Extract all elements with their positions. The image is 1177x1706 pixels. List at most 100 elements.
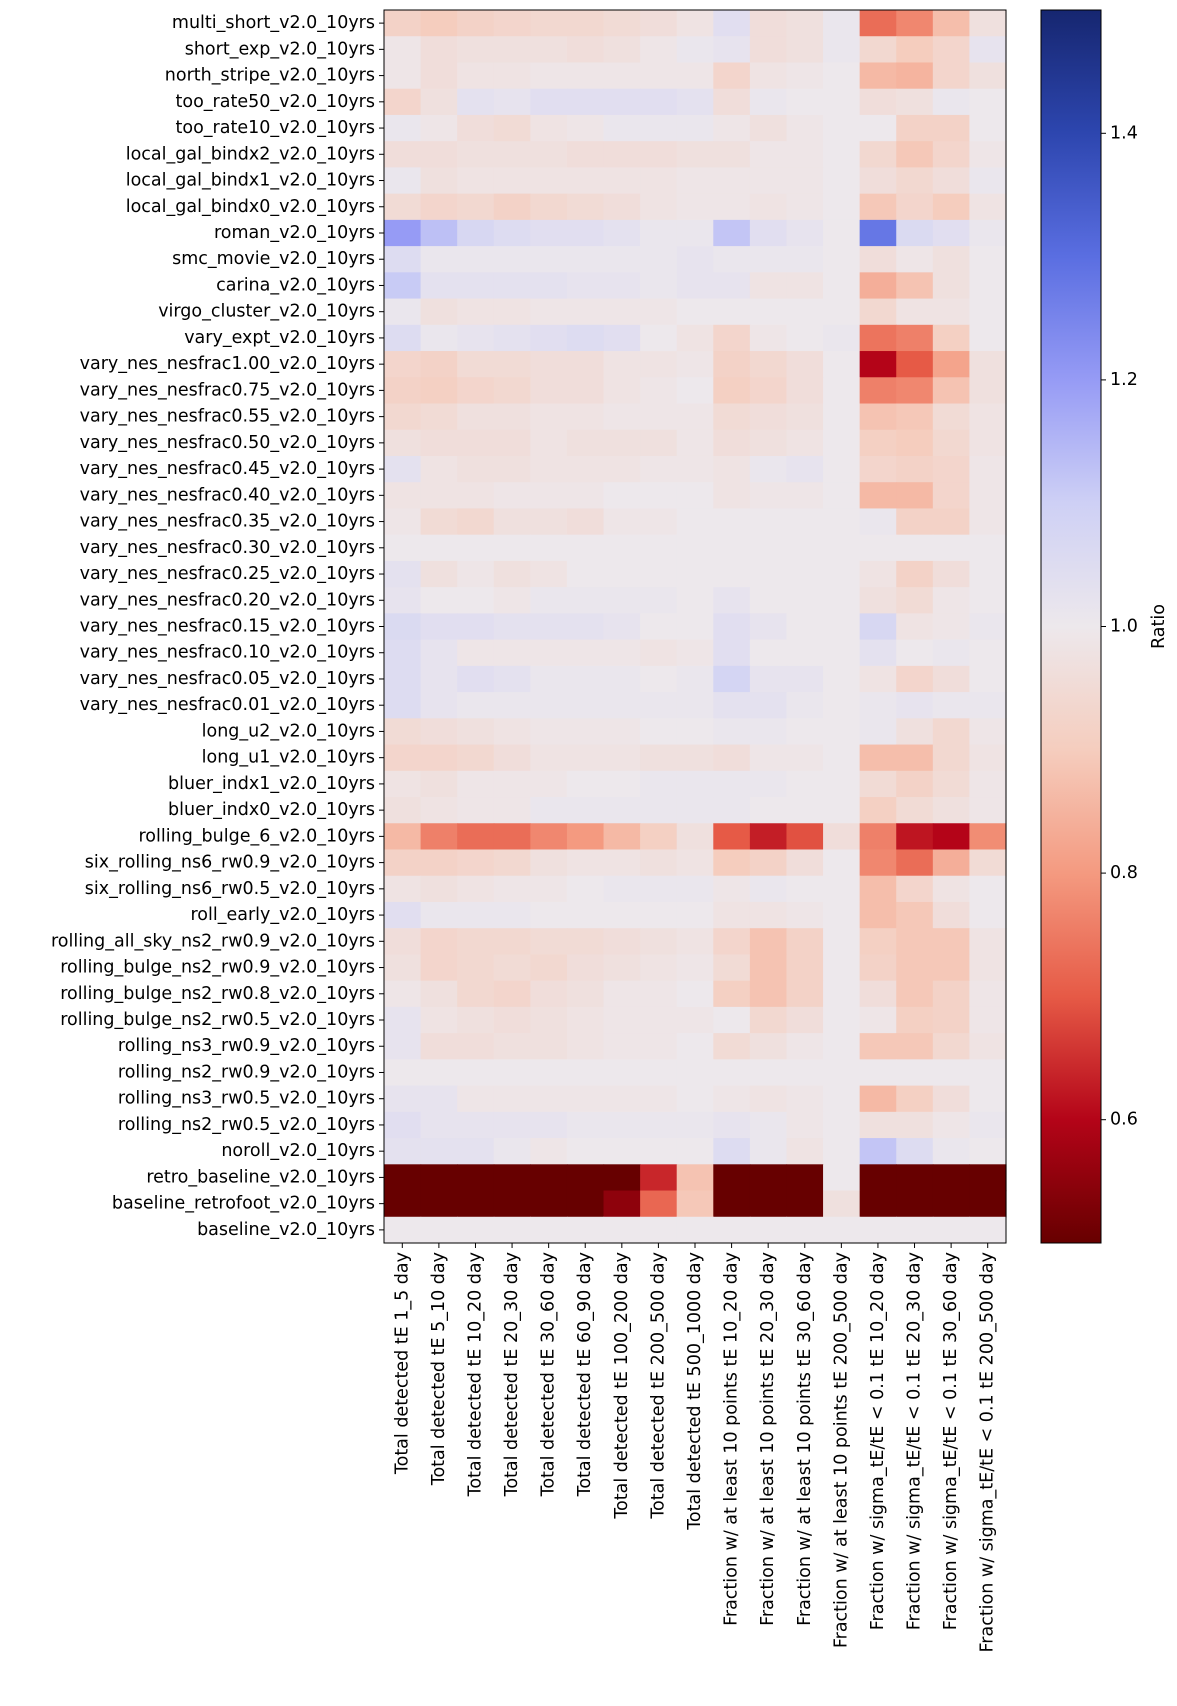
heatmap-cell (859, 1216, 897, 1244)
heatmap-cell (969, 10, 1007, 37)
heatmap-cell (530, 901, 568, 929)
heatmap-cell (603, 167, 641, 195)
row-label: carina_v2.0_10yrs (216, 275, 375, 295)
heatmap-cell (859, 849, 897, 877)
heatmap-cell (420, 377, 458, 405)
heatmap-cell (823, 219, 861, 247)
heatmap-cell (859, 167, 897, 195)
heatmap-cell (384, 141, 422, 168)
heatmap-cell (786, 219, 824, 247)
heatmap-cell (859, 272, 897, 300)
heatmap-cell (384, 613, 422, 641)
heatmap-cell (713, 1216, 751, 1244)
heatmap-cell (420, 980, 458, 1008)
column-labels: Total detected tE 1_5 day Total detected … (392, 1243, 998, 1653)
heatmap-cell (749, 272, 788, 300)
heatmap-cell (786, 351, 824, 378)
heatmap-cell (749, 849, 788, 877)
heatmap-cell (640, 324, 678, 352)
heatmap-cell (530, 377, 568, 405)
heatmap-cell (640, 534, 678, 562)
row-label: vary_nes_nesfrac0.25_v2.0_10yrs (80, 564, 375, 584)
heatmap-cell (823, 246, 861, 273)
heatmap-cell (566, 219, 605, 247)
heatmap-cell (640, 1164, 678, 1192)
heatmap-cell (530, 980, 568, 1008)
heatmap-cell (749, 193, 788, 221)
heatmap-cell (896, 246, 934, 273)
heatmap-cell (384, 744, 422, 772)
heatmap-cell (566, 744, 605, 772)
heatmap-cell (640, 377, 678, 405)
heatmap-cell (493, 1085, 531, 1113)
colorbar-label: Ratio (1149, 604, 1169, 649)
heatmap-cell (786, 429, 824, 457)
heatmap-cell (969, 403, 1007, 431)
heatmap-cell (896, 1216, 934, 1244)
heatmap-cell (749, 114, 788, 142)
heatmap-cell (676, 980, 714, 1008)
heatmap-cell (859, 718, 897, 746)
heatmap-cell (457, 954, 495, 982)
heatmap-cell (823, 770, 861, 798)
heatmap-cell (384, 1138, 422, 1165)
heatmap-cell (786, 954, 824, 982)
heatmap-cell (823, 141, 861, 168)
heatmap-cell (493, 665, 531, 693)
heatmap-cell (896, 875, 934, 903)
row-label: vary_nes_nesfrac0.10_v2.0_10yrs (80, 643, 375, 663)
heatmap-cell (896, 114, 934, 142)
heatmap-cell (640, 770, 678, 798)
heatmap-cell (676, 377, 714, 405)
heatmap-cell (823, 62, 861, 90)
heatmap-cell (493, 482, 531, 510)
heatmap-cell (530, 193, 568, 221)
heatmap-cell (420, 1216, 458, 1244)
heatmap-cell (676, 534, 714, 562)
heatmap-cell (384, 1164, 422, 1192)
heatmap-cell (859, 377, 897, 405)
heatmap-cell (896, 193, 934, 221)
heatmap-cell (969, 613, 1007, 641)
heatmap-cell (566, 718, 605, 746)
heatmap-cell (932, 980, 971, 1008)
heatmap-cell (566, 1138, 605, 1165)
heatmap-cell (420, 272, 458, 300)
heatmap-cell (823, 298, 861, 326)
heatmap-cell (932, 692, 971, 719)
heatmap-cell (603, 351, 641, 378)
heatmap-cell (566, 875, 605, 903)
heatmap-cell (823, 1190, 861, 1218)
row-label: vary_nes_nesfrac0.55_v2.0_10yrs (80, 407, 375, 427)
heatmap-cell (566, 10, 605, 37)
heatmap-cell (749, 1138, 788, 1165)
heatmap-cell (676, 482, 714, 510)
heatmap-cell (896, 665, 934, 693)
heatmap-cell (566, 954, 605, 982)
heatmap-cell (969, 797, 1007, 824)
heatmap-cell (640, 36, 678, 64)
heatmap-cell (932, 141, 971, 168)
heatmap-cell (457, 718, 495, 746)
heatmap-cell (384, 1190, 422, 1218)
heatmap-cell (676, 114, 714, 142)
heatmap-cell (823, 403, 861, 431)
row-label: rolling_ns3_rw0.5_v2.0_10yrs (118, 1089, 375, 1109)
heatmap-cell (859, 114, 897, 142)
heatmap-cell (384, 770, 422, 798)
heatmap-cell (823, 482, 861, 510)
heatmap-cell (493, 324, 531, 352)
heatmap-cell (786, 62, 824, 90)
heatmap-cell (493, 692, 531, 719)
heatmap-cell (603, 797, 641, 824)
heatmap-cell (713, 114, 751, 142)
heatmap-cell (859, 587, 897, 614)
heatmap-cell (384, 403, 422, 431)
row-label: vary_nes_nesfrac0.50_v2.0_10yrs (80, 433, 375, 453)
heatmap-cell (457, 351, 495, 378)
heatmap-cell (713, 980, 751, 1008)
row-label: six_rolling_ns6_rw0.5_v2.0_10yrs (85, 879, 375, 899)
heatmap-cell (896, 560, 934, 588)
heatmap-cell (676, 560, 714, 588)
heatmap-cell (749, 954, 788, 982)
